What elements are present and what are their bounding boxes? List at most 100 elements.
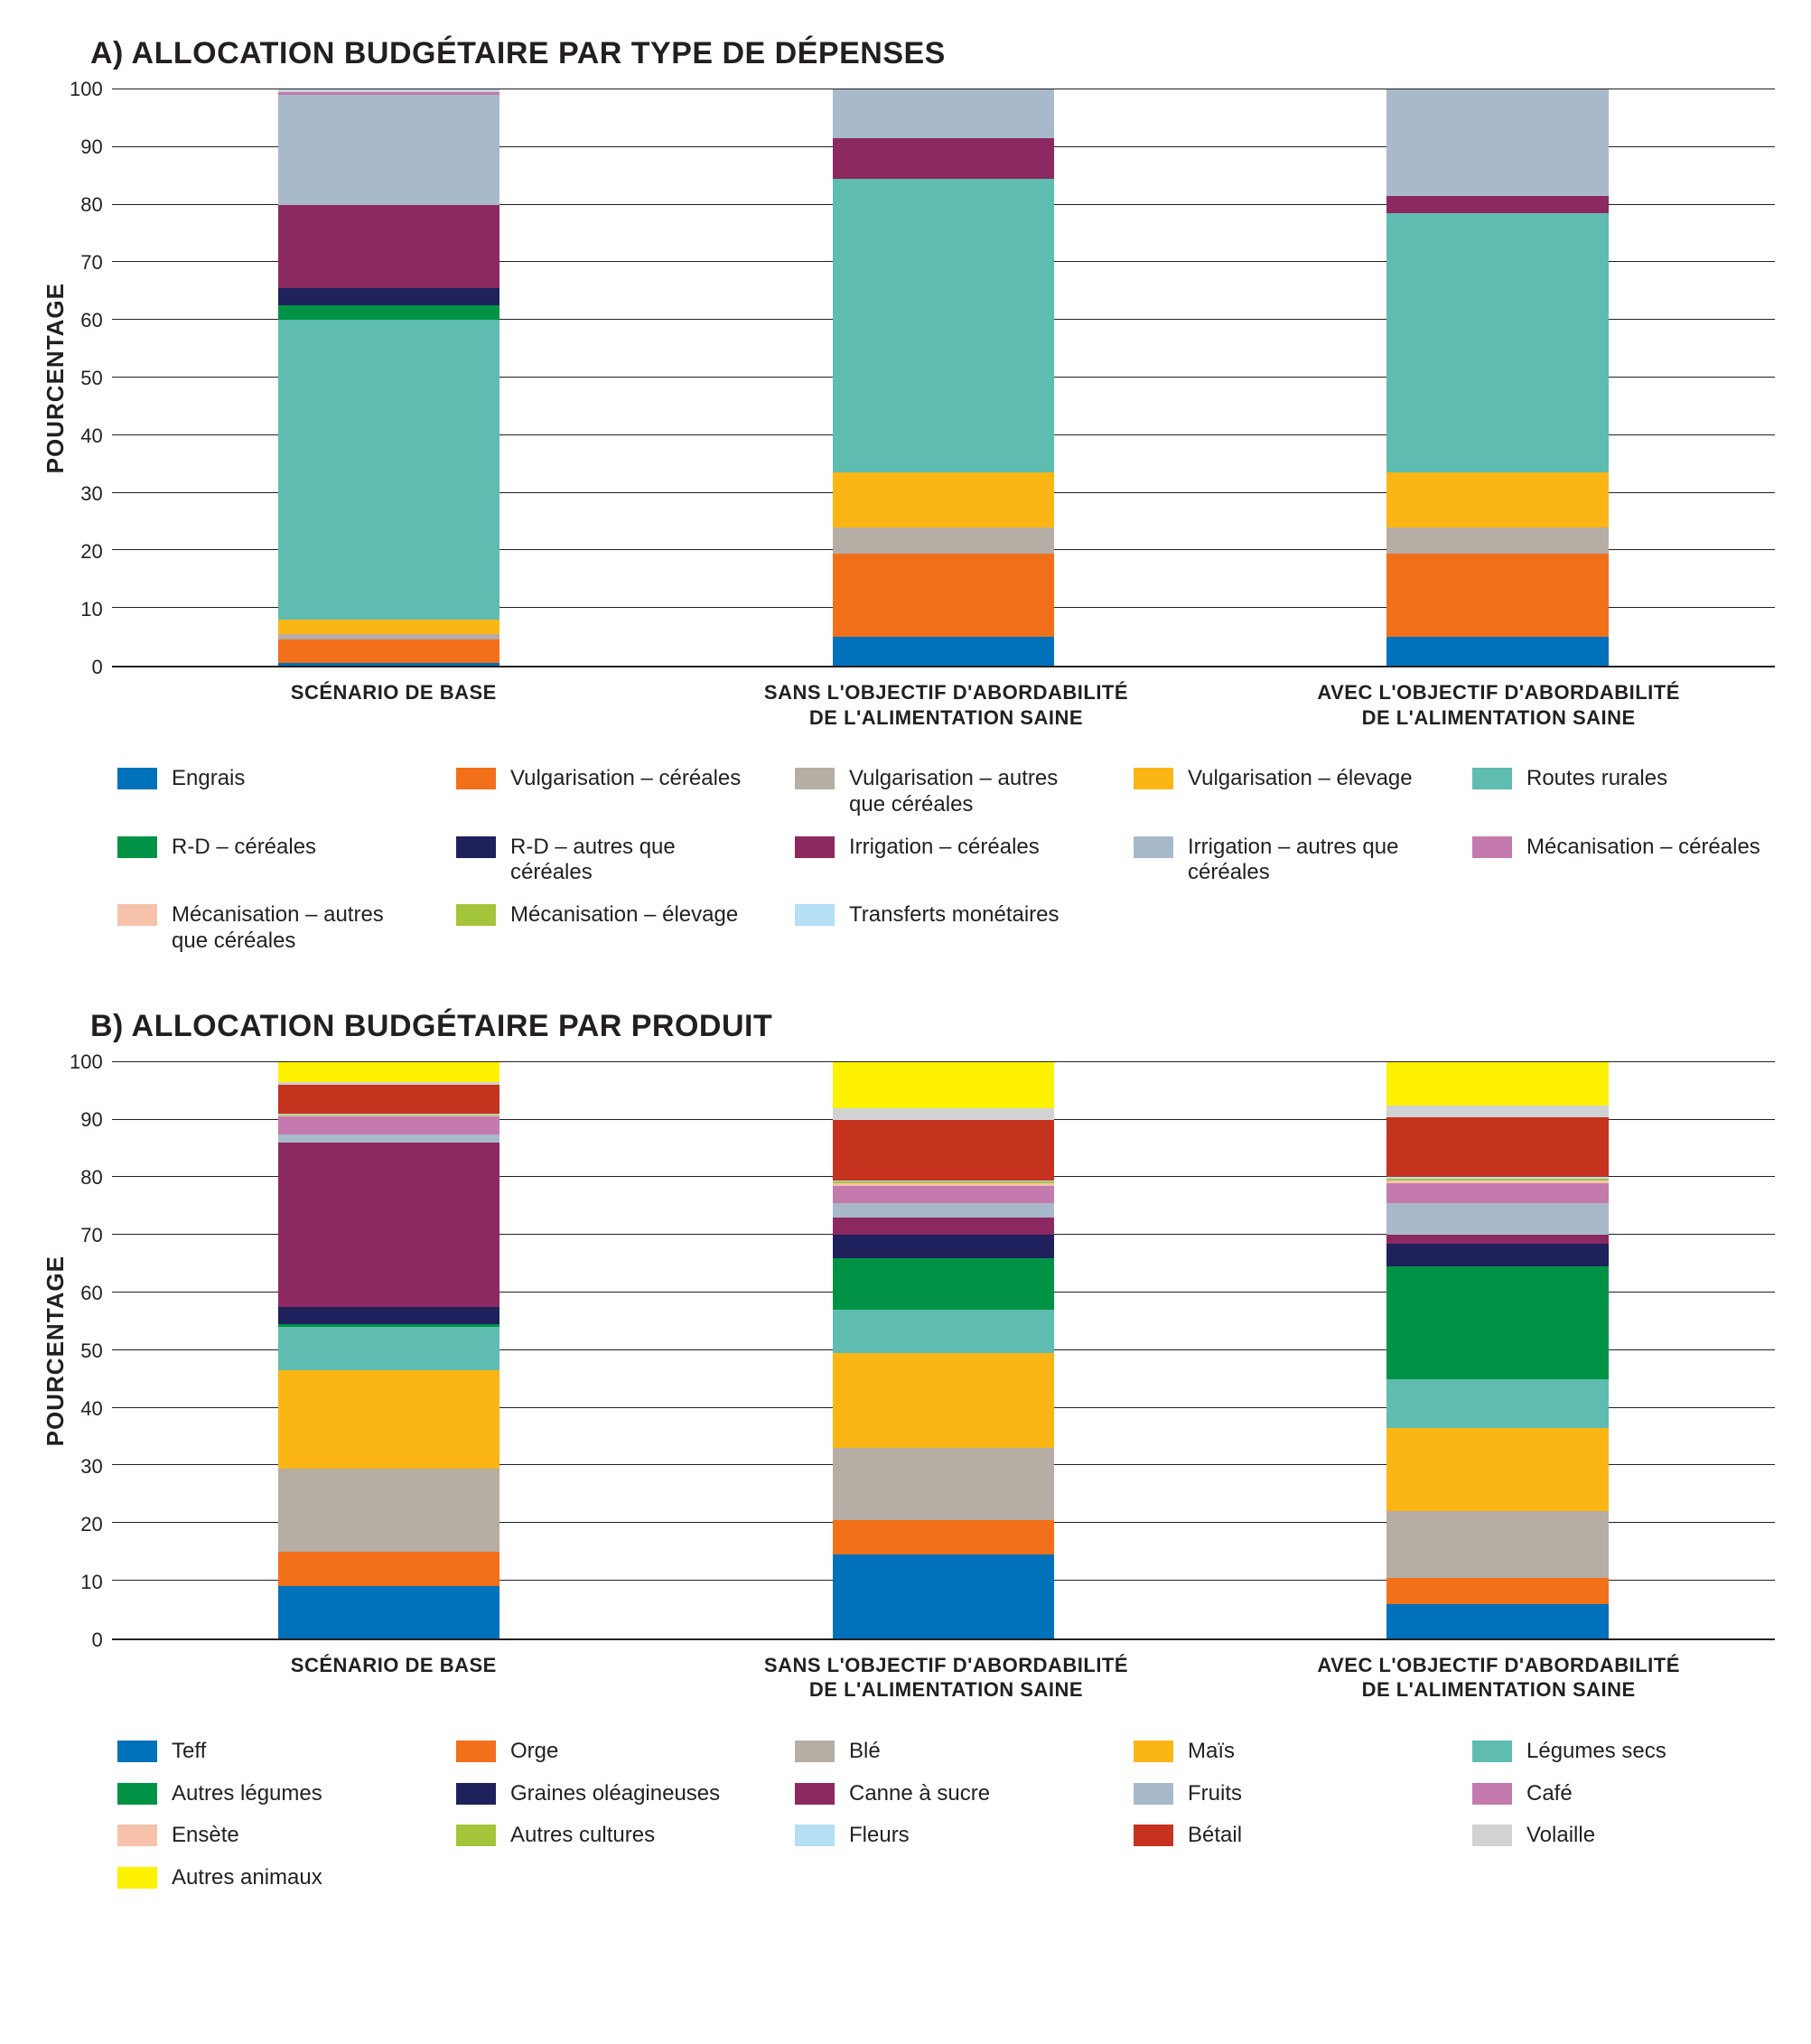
legend-label: Vulgarisation – autres que céréales	[849, 766, 1097, 818]
legend-swatch	[1134, 768, 1173, 789]
bar-segment-vulg_elevage	[1386, 472, 1609, 527]
legend-item: Maïs	[1134, 1739, 1436, 1765]
legend-swatch	[456, 1825, 496, 1846]
legend-label: R-D – céréales	[172, 835, 316, 861]
stacked-bar	[1386, 1062, 1609, 1638]
bar-segment-mais	[278, 1370, 500, 1468]
bar-segment-teff	[1386, 1604, 1609, 1638]
bar-segment-autresanim	[833, 1062, 1055, 1108]
bar-segment-orge	[1386, 1578, 1609, 1604]
legend-swatch	[795, 1825, 835, 1846]
bar-segment-fruits	[833, 1203, 1055, 1218]
bar-slot	[112, 89, 667, 666]
legend-item: Transferts monétaires	[795, 902, 1097, 955]
bar-segment-canne	[278, 1143, 500, 1307]
legend-swatch	[1134, 1783, 1173, 1805]
bar-segment-autresanim	[278, 1062, 500, 1082]
legend-item: Café	[1472, 1781, 1775, 1807]
legend-swatch	[117, 768, 157, 789]
bar-segment-irr_autres	[278, 95, 500, 204]
legend-swatch	[456, 904, 496, 926]
panel-a-title: A) ALLOCATION BUDGÉTAIRE PAR TYPE DE DÉP…	[90, 36, 1775, 71]
legend-item: Ensète	[117, 1823, 420, 1849]
chart-a-wrap: POURCENTAGE 0102030405060708090100	[36, 89, 1775, 667]
legend-item: Blé	[795, 1739, 1097, 1765]
legend-item: Irrigation – céréales	[795, 835, 1097, 887]
panel-a: A) ALLOCATION BUDGÉTAIRE PAR TYPE DE DÉP…	[36, 36, 1775, 955]
legend-item: Fleurs	[795, 1823, 1097, 1849]
legend-label: Blé	[849, 1739, 881, 1765]
bar-segment-teff	[833, 1554, 1055, 1638]
bars-a	[112, 89, 1775, 666]
bar-segment-ble	[833, 1448, 1055, 1520]
bar-segment-irr_cer	[1386, 196, 1609, 213]
stacked-bar	[833, 89, 1055, 666]
legend-swatch	[1472, 1825, 1512, 1846]
legend-swatch	[117, 1825, 157, 1846]
bar-segment-autresanim	[1386, 1062, 1609, 1106]
legend-swatch	[117, 904, 157, 926]
legend-item: Vulgarisation – élevage	[1134, 766, 1436, 818]
bar-segment-rd_cer	[278, 305, 500, 320]
legend-a: EngraisVulgarisation – céréalesVulgarisa…	[36, 766, 1775, 955]
legend-label: Café	[1526, 1781, 1573, 1807]
bar-segment-cafe	[278, 1116, 500, 1134]
legend-label: R-D – autres que céréales	[510, 835, 759, 887]
legend-item: Teff	[117, 1739, 420, 1765]
bar-segment-volaille	[1386, 1106, 1609, 1117]
bar-slot	[666, 1062, 1220, 1638]
legend-swatch	[456, 1783, 496, 1805]
legend-label: Autres animaux	[172, 1865, 322, 1891]
y-ticks-a: 0102030405060708090100	[70, 89, 112, 667]
legend-item: Canne à sucre	[795, 1781, 1097, 1807]
bar-segment-routes	[833, 179, 1055, 472]
stacked-bar	[1386, 89, 1609, 666]
bar-segment-canne	[1386, 1235, 1609, 1244]
bar-segment-mais	[1386, 1428, 1609, 1512]
legend-swatch	[795, 1783, 835, 1805]
chart-b-wrap: POURCENTAGE 0102030405060708090100	[36, 1062, 1775, 1640]
bar-segment-oleag	[278, 1307, 500, 1324]
bar-segment-betail	[833, 1120, 1055, 1181]
legend-label: Routes rurales	[1526, 766, 1667, 792]
plot-b	[112, 1062, 1775, 1640]
legend-swatch	[1472, 836, 1512, 858]
bar-segment-mais	[833, 1353, 1055, 1448]
legend-label: Canne à sucre	[849, 1781, 990, 1807]
legend-item: Autres animaux	[117, 1865, 420, 1891]
bar-segment-oleag	[833, 1235, 1055, 1258]
bar-slot	[112, 1062, 667, 1638]
bar-segment-cafe	[1386, 1183, 1609, 1203]
y-ticks-b: 0102030405060708090100	[70, 1062, 112, 1640]
legend-label: Vulgarisation – élevage	[1188, 766, 1413, 792]
bar-segment-ble	[1386, 1511, 1609, 1577]
legend-label: Maïs	[1188, 1739, 1235, 1765]
bar-segment-rd_autres	[278, 288, 500, 305]
legend-label: Teff	[172, 1739, 206, 1765]
legend-swatch	[117, 836, 157, 858]
bar-segment-legsecs	[833, 1310, 1055, 1353]
bar-segment-autresleg	[1386, 1266, 1609, 1378]
legend-label: Ensète	[172, 1823, 239, 1849]
x-axis-label: AVEC L'OBJECTIF D'ABORDABILITÉ DE L'ALIM…	[1309, 1653, 1688, 1703]
stacked-bar	[278, 1062, 500, 1638]
bar-segment-fruits	[278, 1134, 500, 1143]
legend-item: Volaille	[1472, 1823, 1775, 1849]
bar-segment-vulg_cer	[833, 554, 1055, 638]
legend-item: Fruits	[1134, 1781, 1436, 1807]
legend-swatch	[117, 1867, 157, 1889]
legend-label: Graines oléagineuses	[510, 1781, 720, 1807]
bar-segment-irr_cer	[278, 205, 500, 289]
legend-item: Mécanisation – céréales	[1472, 835, 1775, 887]
bar-segment-routes	[278, 320, 500, 620]
stacked-bar	[833, 1062, 1055, 1638]
legend-label: Engrais	[172, 766, 245, 792]
legend-label: Fleurs	[849, 1823, 910, 1849]
bar-segment-vulg_autres	[833, 527, 1055, 554]
bar-segment-fruits	[1386, 1203, 1609, 1235]
bar-segment-teff	[278, 1586, 500, 1638]
bar-segment-orge	[833, 1520, 1055, 1554]
x-labels-a: SCÉNARIO DE BASESANS L'OBJECTIF D'ABORDA…	[36, 680, 1775, 730]
bar-segment-vulg_elevage	[278, 620, 500, 634]
bar-segment-cafe	[833, 1186, 1055, 1203]
